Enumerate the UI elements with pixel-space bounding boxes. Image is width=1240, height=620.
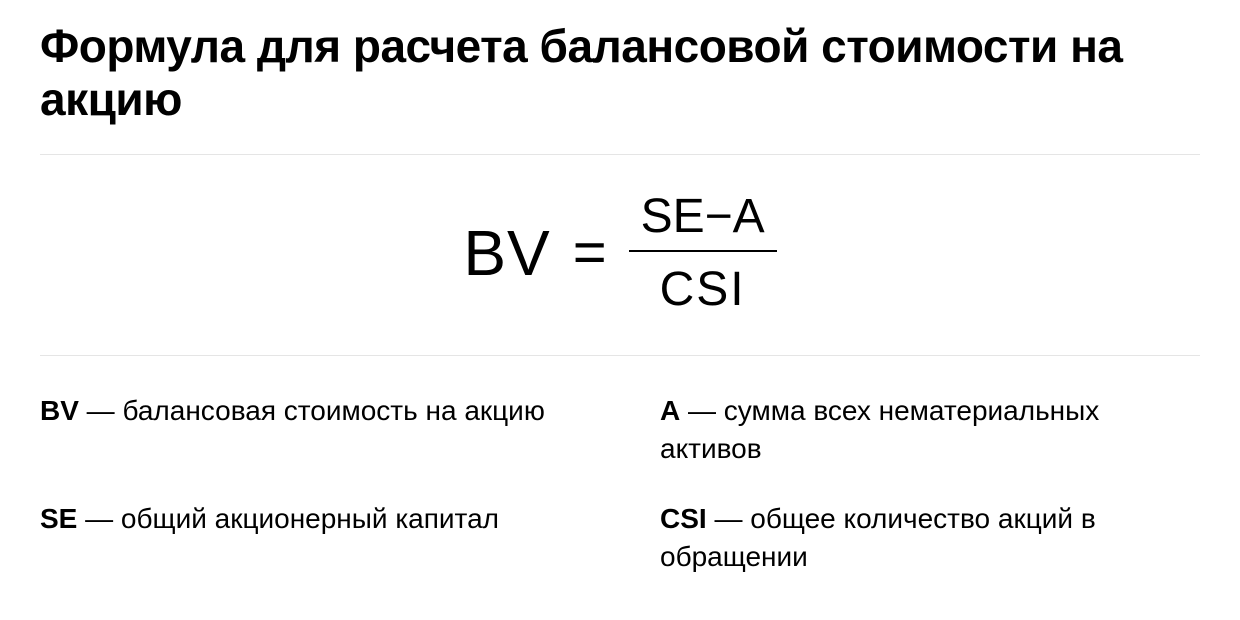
legend-desc: — балансовая стоимость на акцию xyxy=(79,395,545,426)
legend-symbol: A xyxy=(660,395,680,426)
legend-desc: — сумма всех нематериальных активов xyxy=(660,395,1099,464)
legend-symbol: SE xyxy=(40,503,77,534)
legend-item: CSI — общее количество акций в обращении xyxy=(660,500,1200,576)
formula-denominator: CSI xyxy=(648,252,758,317)
legend-desc: — общее количество акций в обращении xyxy=(660,503,1096,572)
legend-desc: — общий акционерный капитал xyxy=(77,503,499,534)
formula-equals: = xyxy=(573,224,607,282)
legend-item: A — сумма всех нематериальных активов xyxy=(660,392,1200,468)
formula-numerator: SE−A xyxy=(629,189,777,250)
formula-fraction: SE−A CSI xyxy=(629,189,777,317)
formula: BV = SE−A CSI xyxy=(463,189,776,317)
legend-item: BV — балансовая стоимость на акцию xyxy=(40,392,580,468)
page-title: Формула для расчета балансовой стоимости… xyxy=(40,20,1200,126)
legend-symbol: BV xyxy=(40,395,79,426)
legend-item: SE — общий акционерный капитал xyxy=(40,500,580,576)
legend-grid: BV — балансовая стоимость на акцию A — с… xyxy=(40,356,1200,575)
legend-symbol: CSI xyxy=(660,503,707,534)
formula-container: BV = SE−A CSI xyxy=(40,155,1200,355)
formula-lhs: BV xyxy=(463,221,550,285)
